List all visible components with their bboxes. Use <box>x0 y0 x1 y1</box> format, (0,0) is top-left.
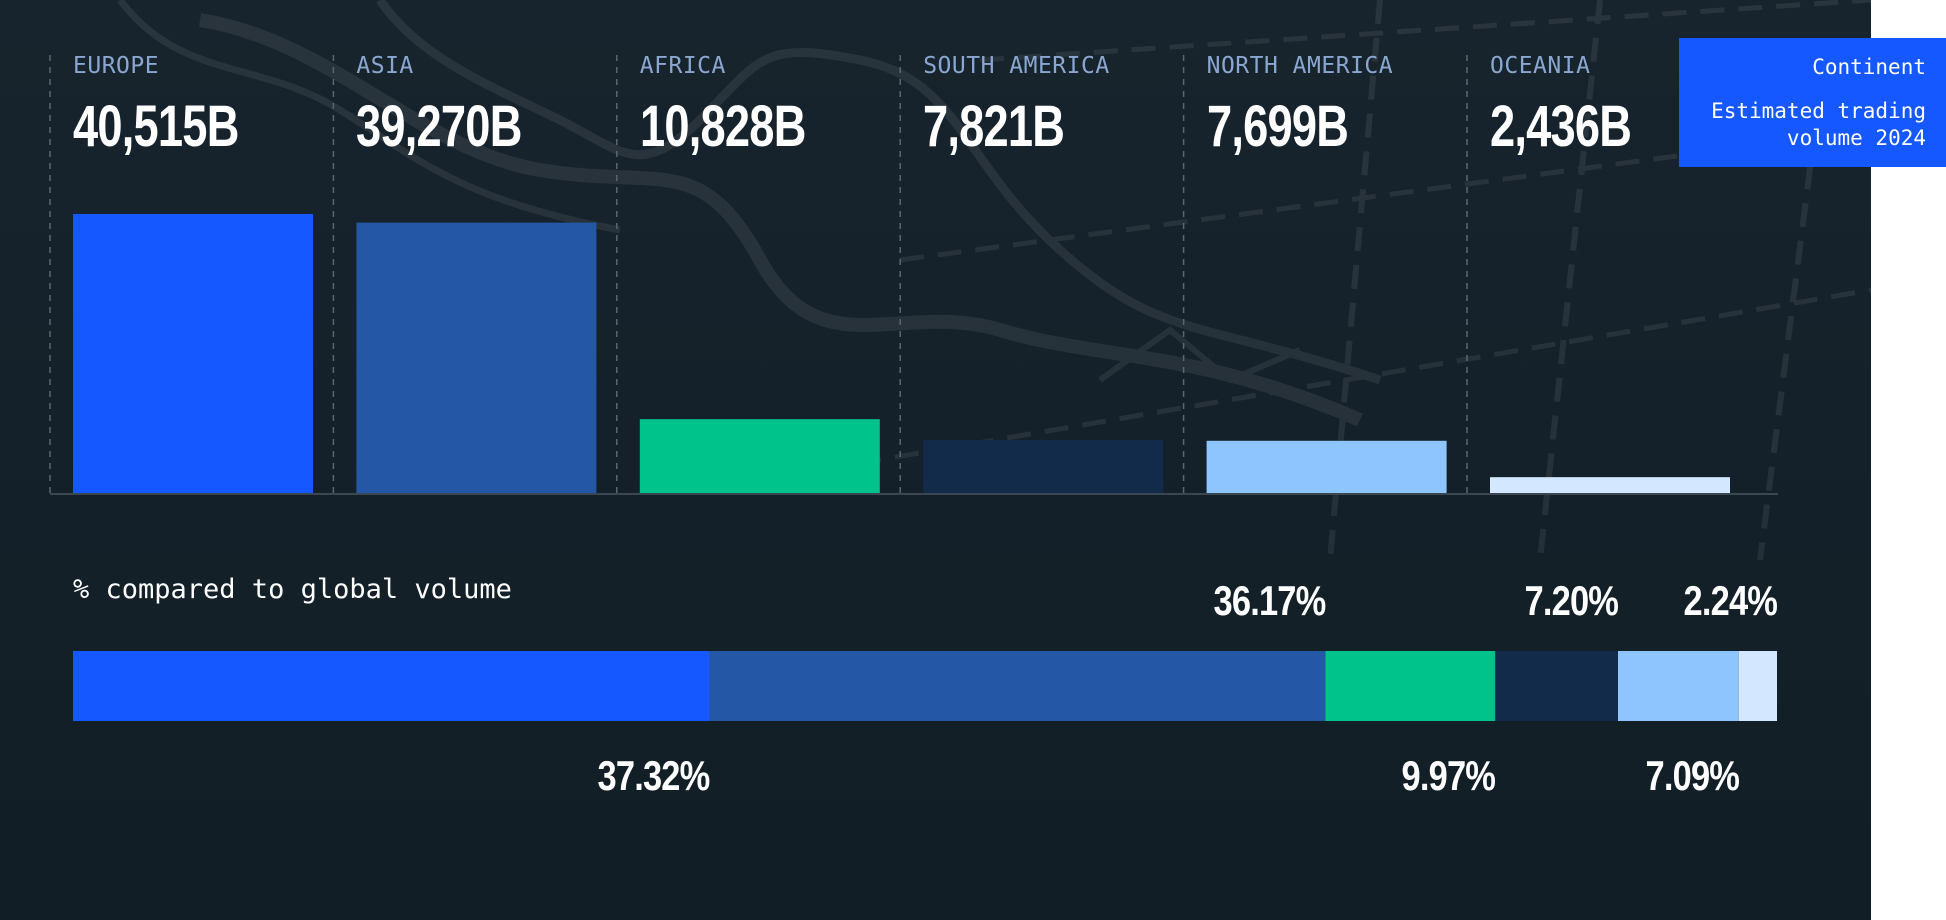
share-segment <box>708 651 1326 721</box>
value-label: 10,828B <box>639 94 806 159</box>
category-label: EUROPE <box>73 53 160 79</box>
category-label: OCEANIA <box>1490 53 1591 79</box>
category-label: NORTH AMERICA <box>1206 53 1394 79</box>
bar-south-america <box>923 439 1164 494</box>
category-label: SOUTH AMERICA <box>923 53 1110 79</box>
value-label: 7,699B <box>1206 94 1349 159</box>
bar-africa <box>639 419 880 494</box>
share-segment <box>1495 651 1619 721</box>
bar-oceania <box>1490 477 1730 494</box>
value-label: 7,821B <box>923 94 1065 159</box>
bar-series <box>73 214 1730 494</box>
value-label: 40,515B <box>73 94 239 159</box>
share-segment <box>73 651 709 721</box>
legend: Continent Estimated trading volume 2024 <box>1679 38 1946 167</box>
share-label: 37.32% <box>597 752 710 799</box>
share-label: 7.20% <box>1524 577 1619 624</box>
share-segment <box>1738 651 1777 721</box>
legend-subtitle: Estimated trading volume 2024 <box>1711 99 1926 150</box>
background-trading-chart-art <box>0 0 1871 560</box>
bar-europe <box>73 214 313 494</box>
share-label: 7.09% <box>1645 752 1739 799</box>
bar-north-america <box>1206 440 1447 494</box>
share-label: 9.97% <box>1401 752 1496 799</box>
bar-asia <box>356 222 597 494</box>
category-label: AFRICA <box>639 53 726 79</box>
share-bar-title: % compared to global volume <box>73 574 512 605</box>
value-label: 2,436B <box>1490 94 1632 159</box>
legend-title: Continent <box>1812 55 1926 79</box>
share-segment <box>1618 651 1739 721</box>
share-segment <box>1325 651 1496 721</box>
share-label: 36.17% <box>1213 577 1327 624</box>
share-stacked-bar <box>73 651 1777 721</box>
category-label: ASIA <box>356 53 414 79</box>
share-label: 2.24% <box>1683 577 1777 624</box>
column-dividers <box>49 55 1468 494</box>
value-label: 39,270B <box>356 94 522 159</box>
